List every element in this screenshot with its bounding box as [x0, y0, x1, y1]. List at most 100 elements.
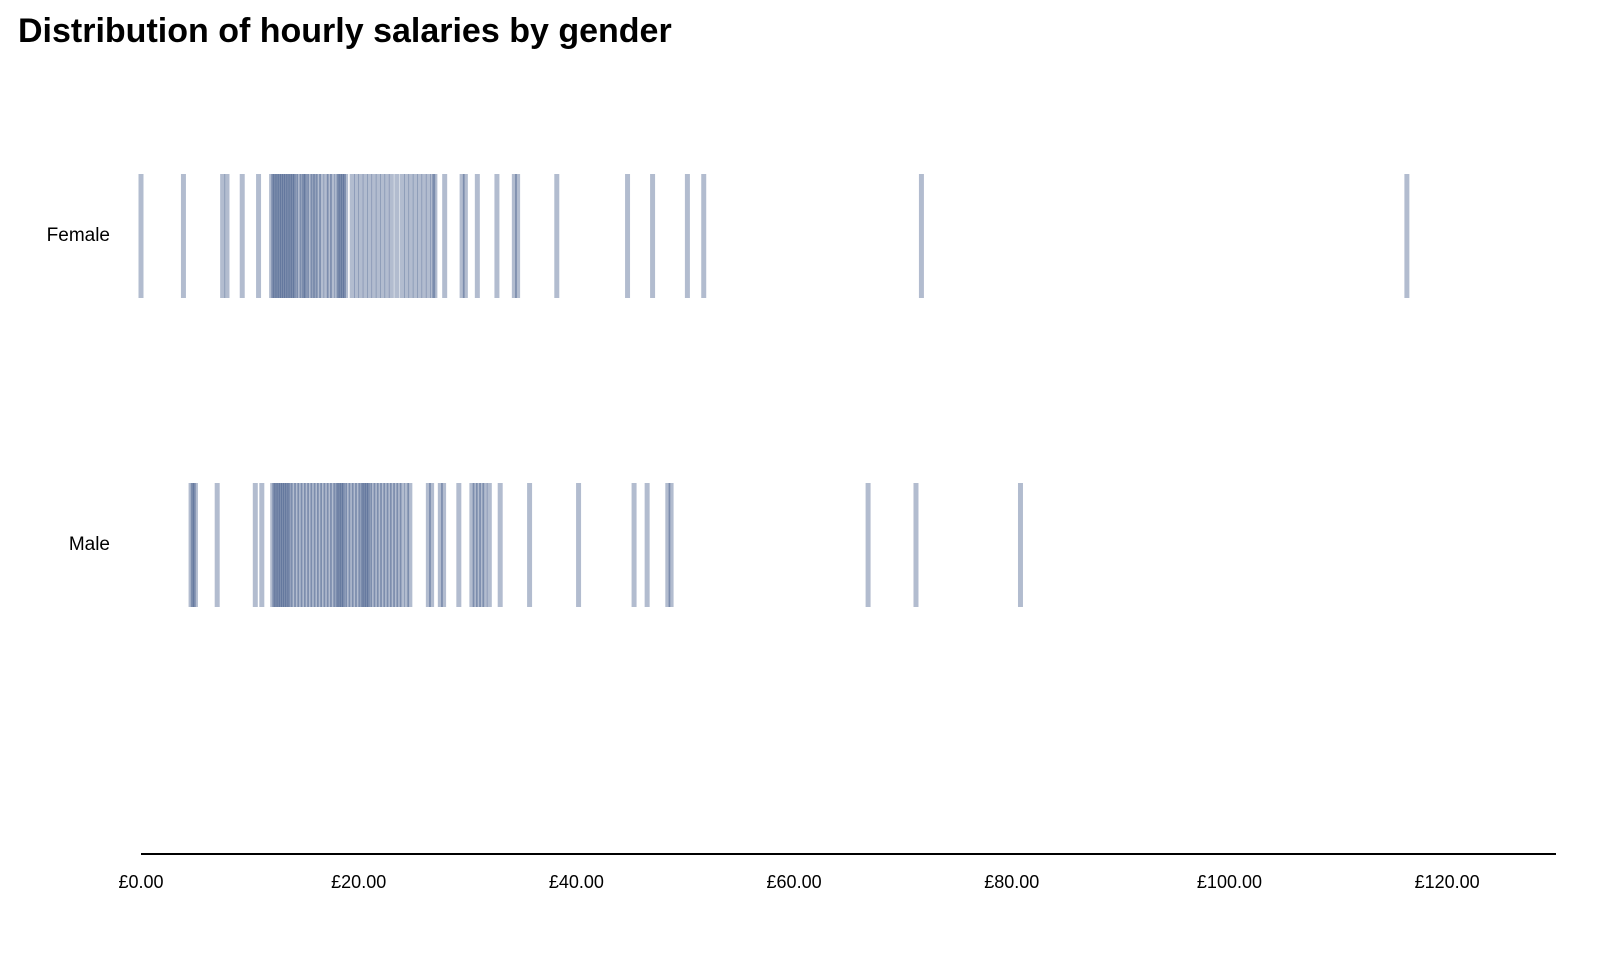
strip-line [475, 483, 481, 607]
strip-line [399, 174, 405, 298]
strip-line [271, 174, 277, 298]
strip-line [286, 174, 292, 298]
strip-line [511, 174, 517, 298]
strip-line [355, 483, 361, 607]
strip-line [1404, 174, 1410, 298]
strip-line [354, 174, 360, 298]
strip-line [494, 174, 500, 298]
strip-line [684, 174, 690, 298]
strip-line [362, 483, 368, 607]
strip-line [367, 483, 373, 607]
strip-line [644, 483, 650, 607]
x-tick-label: £100.00 [1197, 872, 1262, 892]
strip-line [462, 174, 468, 298]
strip-line [554, 174, 560, 298]
strip-line [472, 483, 478, 607]
strip-line [296, 174, 302, 298]
strip-line [425, 174, 431, 298]
strip-line [425, 483, 431, 607]
x-tick-label: £0.00 [118, 872, 163, 892]
strip-line [437, 483, 443, 607]
x-tick-label: £40.00 [549, 872, 604, 892]
strip-line [442, 174, 448, 298]
strip-line [280, 174, 285, 298]
strip-line [330, 483, 336, 607]
strip-line [303, 483, 309, 607]
strip-line [386, 483, 392, 607]
strip-line [297, 483, 303, 607]
strip-line [256, 174, 262, 298]
strip-line [360, 483, 366, 607]
strip-line [340, 174, 346, 298]
strip-line [273, 174, 279, 298]
strip-line [380, 174, 386, 298]
strip-line [294, 483, 300, 607]
strip-line [276, 483, 282, 607]
strip-line [375, 174, 381, 298]
strip-line [527, 483, 533, 607]
strip-line [336, 174, 342, 298]
strip-line [285, 483, 291, 607]
strip-line [274, 483, 280, 607]
strip-line [479, 483, 485, 607]
strip-line [278, 483, 284, 607]
strip-line [441, 483, 447, 607]
strip-line [373, 483, 379, 607]
strip-line [348, 483, 354, 607]
strip-line [383, 483, 389, 607]
strip-line [317, 483, 323, 607]
strip-line [281, 483, 287, 607]
strip-line [469, 483, 475, 607]
strip-line [1017, 483, 1023, 607]
strip-line [432, 174, 438, 298]
strip-line [288, 174, 294, 298]
strip-line [315, 174, 321, 298]
strip-line [358, 174, 364, 298]
strip-line [459, 174, 465, 298]
category-label: Female [47, 225, 110, 246]
strip-line [515, 174, 521, 298]
strip-line [408, 174, 414, 298]
strip-line [220, 174, 226, 298]
strip-line [330, 174, 336, 298]
strip-line [333, 483, 339, 607]
strip-line [384, 174, 390, 298]
strip-line [337, 483, 343, 607]
strip-line [323, 483, 329, 607]
strip-line [326, 174, 332, 298]
strip-line [214, 483, 220, 607]
strip-line [301, 174, 307, 298]
x-tick-label: £80.00 [984, 872, 1039, 892]
strip-line [631, 483, 637, 607]
strip-line [412, 174, 418, 298]
strip-line [393, 483, 399, 607]
strip-line [376, 483, 382, 607]
strip-line [275, 174, 281, 298]
strip-line [625, 174, 631, 298]
strip-line [138, 174, 144, 298]
strip-line [272, 483, 278, 607]
strip-line [343, 174, 349, 298]
strip-line [407, 483, 413, 607]
strip-line [259, 483, 265, 607]
strip-line [404, 483, 410, 607]
strip-line [190, 483, 196, 607]
strip-line [482, 483, 488, 607]
strip-line [665, 483, 671, 607]
strip-line [313, 483, 319, 607]
strip-line [282, 174, 288, 298]
strip-line [312, 174, 318, 298]
strip-line [486, 483, 492, 607]
strip-line [180, 174, 186, 298]
strip-line [396, 483, 402, 607]
strip-line [310, 174, 316, 298]
strip-line [429, 483, 435, 607]
strip-line [290, 483, 296, 607]
strip-line [277, 174, 283, 298]
strip-line [270, 483, 276, 607]
strip-line [252, 483, 258, 607]
strip-line [334, 174, 340, 298]
strip-line [358, 483, 364, 607]
strip-line [300, 483, 306, 607]
